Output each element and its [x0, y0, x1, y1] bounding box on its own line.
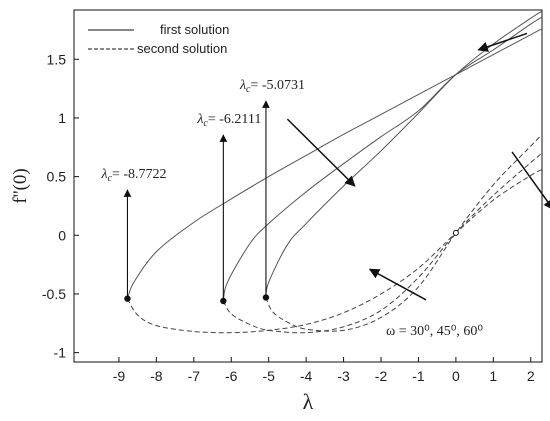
x-tick-label: -6: [225, 368, 238, 384]
x-tick-label: -8: [150, 368, 163, 384]
plot-frame: [73, 9, 543, 363]
axis-ticks: -9 -8 -7 -6 -5 -4 -3 -2 -1 0 1 2 -1 -0.5 0 0.5 1 1.5: [42, 51, 535, 384]
x-tick-label: 0: [452, 368, 460, 384]
x-tick-label: -3: [337, 368, 350, 384]
x-tick-label: -7: [188, 368, 201, 384]
legend-label: second solution: [137, 41, 227, 56]
omega-direction-arrow: [286, 118, 356, 187]
first-solution-curve-60: [265, 10, 542, 298]
legend-label: first solution: [160, 22, 229, 37]
critical-point-markers: [124, 229, 459, 305]
second-solution-curve-60: [265, 134, 542, 332]
omega-annotation: ω = 30⁰, 45⁰, 60⁰: [386, 324, 483, 339]
critical-lambda-label: λc= -8.7722: [100, 167, 166, 184]
x-axis-label: λ: [303, 389, 314, 414]
y-tick-label: 0: [58, 227, 66, 243]
omega-direction-arrow: [477, 32, 528, 52]
second-solution-curve-45: [222, 152, 542, 334]
x-tick-label: 1: [489, 368, 497, 384]
solution-curves: [126, 10, 542, 334]
x-tick-label: -1: [412, 368, 425, 384]
y-tick-label: 1.5: [47, 51, 67, 67]
critical-lambda-label: λc= -5.0731: [239, 78, 305, 95]
x-tick-label: -5: [262, 368, 275, 384]
second-solution-curve-30: [127, 169, 542, 334]
first-solution-curve-45: [222, 16, 542, 302]
critical-lambda-label: λc= -6.2111: [196, 112, 261, 129]
x-tick-label: 2: [527, 368, 535, 384]
omega-direction-arrow: [511, 151, 550, 211]
y-tick-label: 1: [58, 110, 66, 126]
x-tick-label: -2: [375, 368, 388, 384]
y-tick-label: -1: [54, 345, 67, 361]
y-tick-label: 0.5: [47, 169, 67, 185]
legend: first solution second solution: [88, 22, 229, 56]
x-tick-label: -4: [300, 368, 313, 384]
intersection-open-circle: [452, 229, 459, 236]
omega-direction-arrow: [368, 268, 427, 301]
y-tick-label: -0.5: [42, 286, 66, 302]
x-tick-label: -9: [113, 368, 126, 384]
first-solution-curve-30: [126, 28, 542, 299]
y-axis-label: f''(0): [10, 168, 31, 203]
annotations: λc= -8.7722 λc= -6.2111 λc= -5.0731 ω = 30⁰…: [100, 32, 550, 339]
